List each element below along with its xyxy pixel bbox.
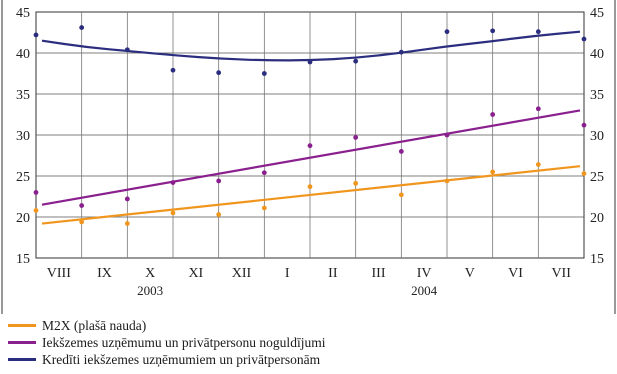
y-tick-left-20: 20 (16, 211, 30, 226)
legend-item-deposits: Iekšzemes uzņēmumu un privātpersonu nogu… (8, 334, 325, 351)
data-point-2-9 (444, 29, 450, 35)
data-point-1-10 (490, 112, 496, 117)
trend-curve-2 (41, 30, 581, 62)
series-2 (33, 25, 587, 76)
trend-line-1 (41, 109, 581, 206)
data-point-0-11 (535, 162, 541, 167)
x-tick-V: V (465, 266, 475, 281)
y-tick-left-40: 40 (16, 47, 30, 62)
data-point-2-5 (261, 71, 267, 76)
data-point-1-1 (79, 203, 85, 208)
x-tick-I: I (285, 266, 290, 281)
x-tick-III: III (372, 266, 386, 281)
data-point-1-12 (581, 122, 587, 128)
legend-label-deposits: Iekšzemes uzņēmumu un privātpersonu nogu… (42, 334, 326, 350)
y-tick-right-35: 35 (590, 88, 604, 103)
trend-line-0 (41, 165, 581, 225)
legend-label-loans: Kredīti iekšzemes uzņēmumiem un privātpe… (42, 351, 321, 367)
y-tick-left-30: 30 (16, 129, 30, 144)
x-tick-IV: IV (417, 266, 432, 281)
gridlines (36, 12, 584, 258)
data-point-1-2 (124, 196, 130, 202)
data-point-0-0 (33, 208, 39, 213)
y-tick-left-45: 45 (16, 6, 30, 21)
year-label-2004: 2004 (411, 283, 438, 298)
legend-swatch-loans (8, 358, 36, 361)
data-point-0-7 (353, 180, 359, 186)
data-point-1-8 (398, 149, 404, 154)
data-point-2-10 (490, 28, 496, 34)
y-tick-left-15: 15 (16, 252, 30, 267)
data-point-2-11 (535, 29, 541, 35)
x-tick-VII: VII (551, 266, 571, 281)
data-point-0-10 (490, 169, 496, 175)
data-point-0-5 (261, 205, 267, 211)
data-point-1-11 (535, 106, 541, 112)
x-tick-XII: XII (232, 266, 252, 281)
data-point-2-7 (353, 58, 359, 64)
y-tick-right-15: 15 (590, 252, 604, 267)
series-layer (33, 25, 587, 226)
legend-swatch-m2x (8, 324, 36, 327)
series-0 (33, 162, 587, 226)
data-point-0-4 (216, 212, 222, 217)
data-point-2-4 (216, 70, 222, 76)
y-tick-left-25: 25 (16, 170, 30, 185)
x-tick-XI: XI (188, 266, 203, 281)
data-point-1-5 (261, 170, 267, 176)
data-point-2-6 (307, 59, 313, 65)
legend: M2X (plašā nauda) Iekšzemes uzņēmumu un … (8, 317, 325, 368)
data-point-0-9 (444, 178, 450, 184)
x-tick-VI: VI (508, 266, 523, 281)
series-1 (33, 106, 587, 208)
data-point-0-8 (398, 192, 404, 198)
data-point-2-1 (79, 25, 85, 30)
data-point-1-3 (170, 180, 176, 185)
y-tick-right-20: 20 (590, 211, 604, 226)
legend-label-m2x: M2X (plašā nauda) (42, 317, 147, 333)
data-point-2-2 (124, 47, 130, 53)
data-point-2-12 (581, 36, 587, 42)
year-label-2003: 2003 (137, 283, 163, 298)
y-tick-right-25: 25 (590, 170, 604, 185)
data-point-1-6 (307, 143, 313, 149)
data-point-2-3 (170, 67, 176, 73)
x-tick-VIII: VIII (47, 266, 71, 281)
y-tick-left-35: 35 (16, 88, 30, 103)
data-point-0-1 (79, 219, 85, 225)
legend-item-loans: Kredīti iekšzemes uzņēmumiem un privātpe… (8, 351, 325, 368)
x-tick-II: II (328, 266, 338, 281)
data-point-1-7 (353, 135, 359, 140)
legend-item-m2x: M2X (plašā nauda) (8, 317, 325, 334)
y-tick-right-40: 40 (590, 47, 604, 62)
legend-swatch-deposits (8, 341, 36, 344)
x-tick-IX: IX (97, 266, 112, 281)
data-point-0-2 (124, 221, 130, 226)
data-point-1-4 (216, 178, 222, 184)
data-point-2-0 (33, 32, 39, 38)
data-point-0-6 (307, 184, 313, 190)
x-tick-X: X (145, 266, 155, 281)
y-tick-right-30: 30 (590, 129, 604, 144)
data-point-0-12 (581, 171, 587, 176)
data-point-1-0 (33, 190, 39, 195)
data-point-2-8 (398, 49, 404, 55)
y-tick-right-45: 45 (590, 6, 604, 21)
data-point-1-9 (444, 132, 450, 138)
data-point-0-3 (170, 210, 176, 216)
